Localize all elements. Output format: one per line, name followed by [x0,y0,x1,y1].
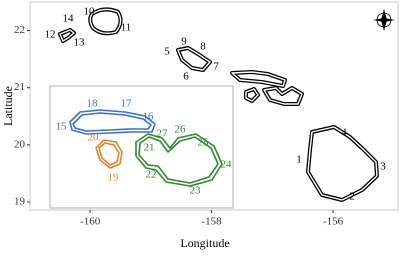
site-label: 20 [88,132,100,144]
site-label: 5 [164,46,170,58]
site-label: 16 [143,111,155,123]
site-label: 23 [190,185,202,197]
site-label: 10 [84,6,96,18]
site-label: 11 [121,22,132,34]
site-label: 25 [198,137,210,149]
site-label: 3 [380,161,386,173]
site-label: 24 [221,159,233,171]
site-label: 19 [108,172,120,184]
site-label: 26 [175,124,187,136]
site-label: 1 [296,154,302,166]
site-label: 7 [213,61,219,73]
site-label: 12 [45,29,56,41]
y-tick-label: 20 [14,138,26,150]
x-tick-label: -156 [323,216,344,228]
x-tick-label: -160 [80,216,101,228]
site-label: 4 [341,127,347,139]
islands [58,7,379,202]
site-label: 21 [144,142,155,154]
site-label: 22 [146,169,157,181]
site-label: 17 [121,98,133,110]
site-label: 27 [157,128,169,140]
site-label: 14 [63,13,75,25]
site-label: 18 [87,98,99,110]
y-axis-title: Latitude [1,86,15,126]
site-label: 9 [181,36,187,48]
site-label: 2 [349,191,355,203]
y-tick-label: 22 [14,24,25,36]
inset [49,85,234,209]
x-axis-title: Longitude [180,236,229,250]
north-arrow [373,9,395,31]
site-label: 6 [183,71,189,83]
site-label: 13 [74,37,86,49]
inset-islands [69,109,223,187]
y-tick-label: 19 [14,196,26,208]
x-tick-label: -158 [201,216,222,228]
y-tick-label: 21 [14,81,25,93]
site-label: 15 [56,121,68,133]
site-label: 8 [200,41,206,53]
